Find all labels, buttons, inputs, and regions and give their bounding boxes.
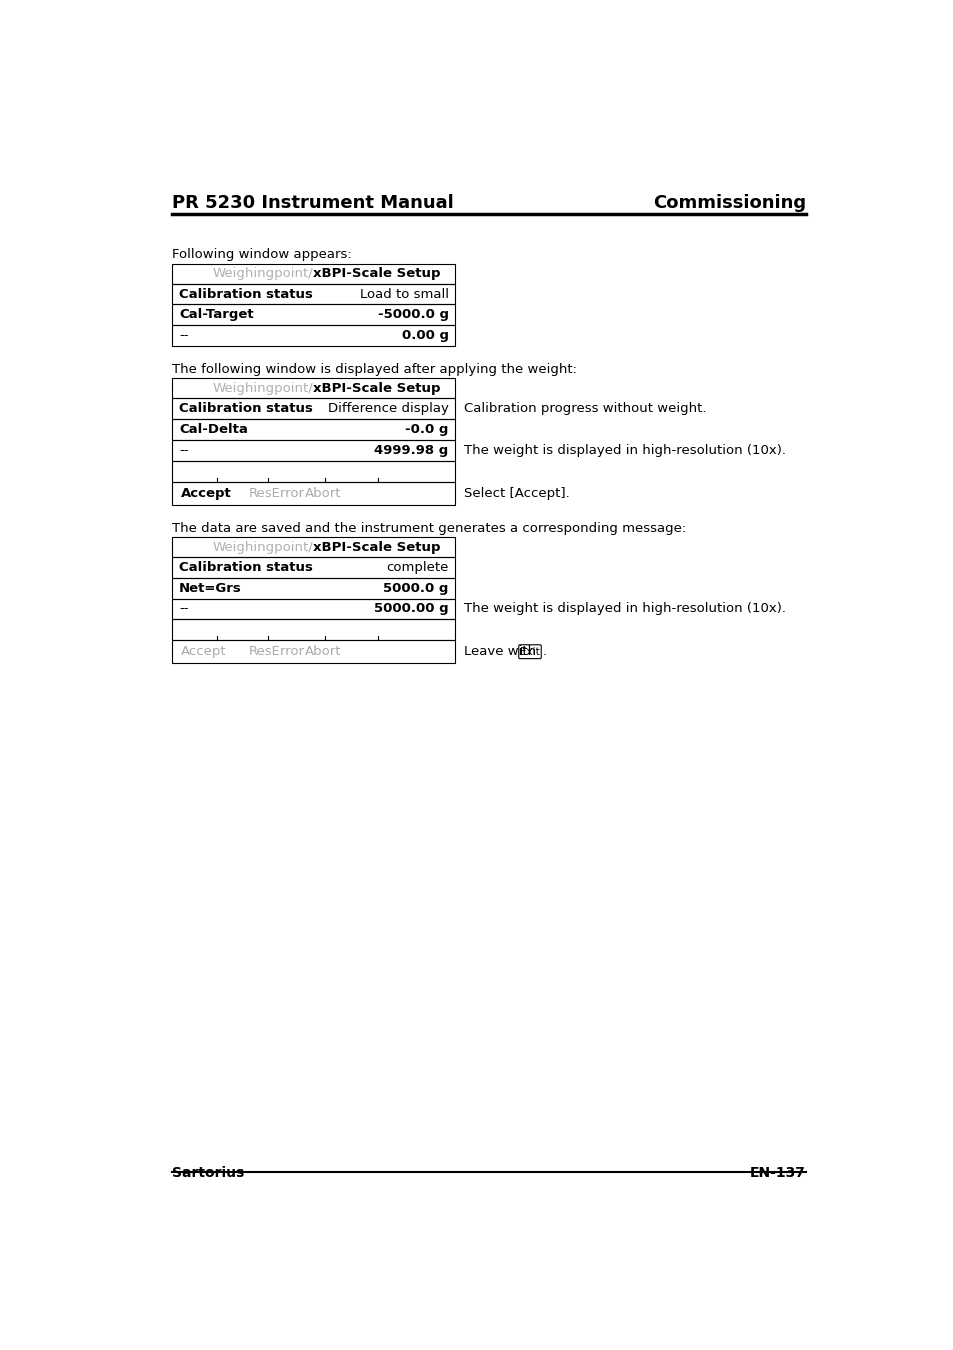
Text: Load to small: Load to small (359, 288, 448, 301)
Text: Abort: Abort (305, 645, 341, 659)
Bar (172, 325, 455, 346)
Text: Net=Grs: Net=Grs (179, 582, 241, 595)
Text: Weighingpoint/: Weighingpoint/ (213, 382, 313, 396)
Text: Commissioning: Commissioning (652, 194, 805, 212)
Text: Exit: Exit (519, 647, 539, 656)
Text: xBPI-Scale Setup: xBPI-Scale Setup (313, 267, 440, 281)
Bar (172, 578, 455, 598)
Bar (172, 482, 455, 505)
Bar (172, 460, 455, 482)
Text: 5000.00 g: 5000.00 g (374, 602, 448, 616)
Text: Following window appears:: Following window appears: (172, 248, 352, 262)
Text: --: -- (179, 444, 189, 456)
Text: .: . (542, 645, 546, 659)
Text: Abort: Abort (305, 486, 341, 500)
Text: Difference display: Difference display (328, 402, 448, 416)
Text: 0.00 g: 0.00 g (401, 329, 448, 342)
Bar (172, 263, 455, 284)
Text: -0.0 g: -0.0 g (405, 423, 448, 436)
Text: Accept: Accept (181, 645, 227, 659)
Text: Calibration status: Calibration status (179, 560, 313, 574)
Text: The following window is displayed after applying the weight:: The following window is displayed after … (172, 363, 577, 375)
Text: 4999.98 g: 4999.98 g (374, 444, 448, 456)
Bar (172, 420, 455, 440)
Text: Calibration progress without weight.: Calibration progress without weight. (464, 402, 706, 416)
Bar (172, 440, 455, 460)
Text: Accept: Accept (181, 486, 232, 500)
Text: 5000.0 g: 5000.0 g (383, 582, 448, 595)
Text: Cal-Delta: Cal-Delta (179, 423, 248, 436)
Text: Leave with: Leave with (464, 645, 540, 659)
Bar (172, 640, 455, 663)
Text: complete: complete (386, 560, 448, 574)
Text: PR 5230 Instrument Manual: PR 5230 Instrument Manual (172, 194, 454, 212)
Text: xBPI-Scale Setup: xBPI-Scale Setup (313, 382, 440, 396)
Text: Calibration status: Calibration status (179, 288, 313, 301)
Text: Weighingpoint/: Weighingpoint/ (213, 267, 313, 281)
Text: -5000.0 g: -5000.0 g (377, 308, 448, 321)
Text: The weight is displayed in high-resolution (10x).: The weight is displayed in high-resoluti… (464, 444, 785, 456)
Text: --: -- (179, 329, 189, 342)
Text: xBPI-Scale Setup: xBPI-Scale Setup (313, 540, 440, 553)
Text: Select [Accept].: Select [Accept]. (464, 486, 569, 500)
Bar (172, 598, 455, 620)
Bar (172, 398, 455, 420)
Text: ResError: ResError (248, 486, 304, 500)
Text: ResError: ResError (248, 645, 304, 659)
Text: The data are saved and the instrument generates a corresponding message:: The data are saved and the instrument ge… (172, 521, 685, 535)
Text: --: -- (179, 602, 189, 616)
Text: EN-137: EN-137 (749, 1166, 805, 1180)
Bar (172, 305, 455, 325)
Text: Sartorius: Sartorius (172, 1166, 244, 1180)
Text: Calibration status: Calibration status (179, 402, 313, 416)
Bar (172, 558, 455, 578)
Bar (172, 620, 455, 640)
Text: Cal-Target: Cal-Target (179, 308, 253, 321)
Text: Weighingpoint/: Weighingpoint/ (213, 540, 313, 553)
Bar (172, 284, 455, 305)
Bar (172, 378, 455, 398)
Bar (172, 537, 455, 558)
Text: The weight is displayed in high-resolution (10x).: The weight is displayed in high-resoluti… (464, 602, 785, 616)
